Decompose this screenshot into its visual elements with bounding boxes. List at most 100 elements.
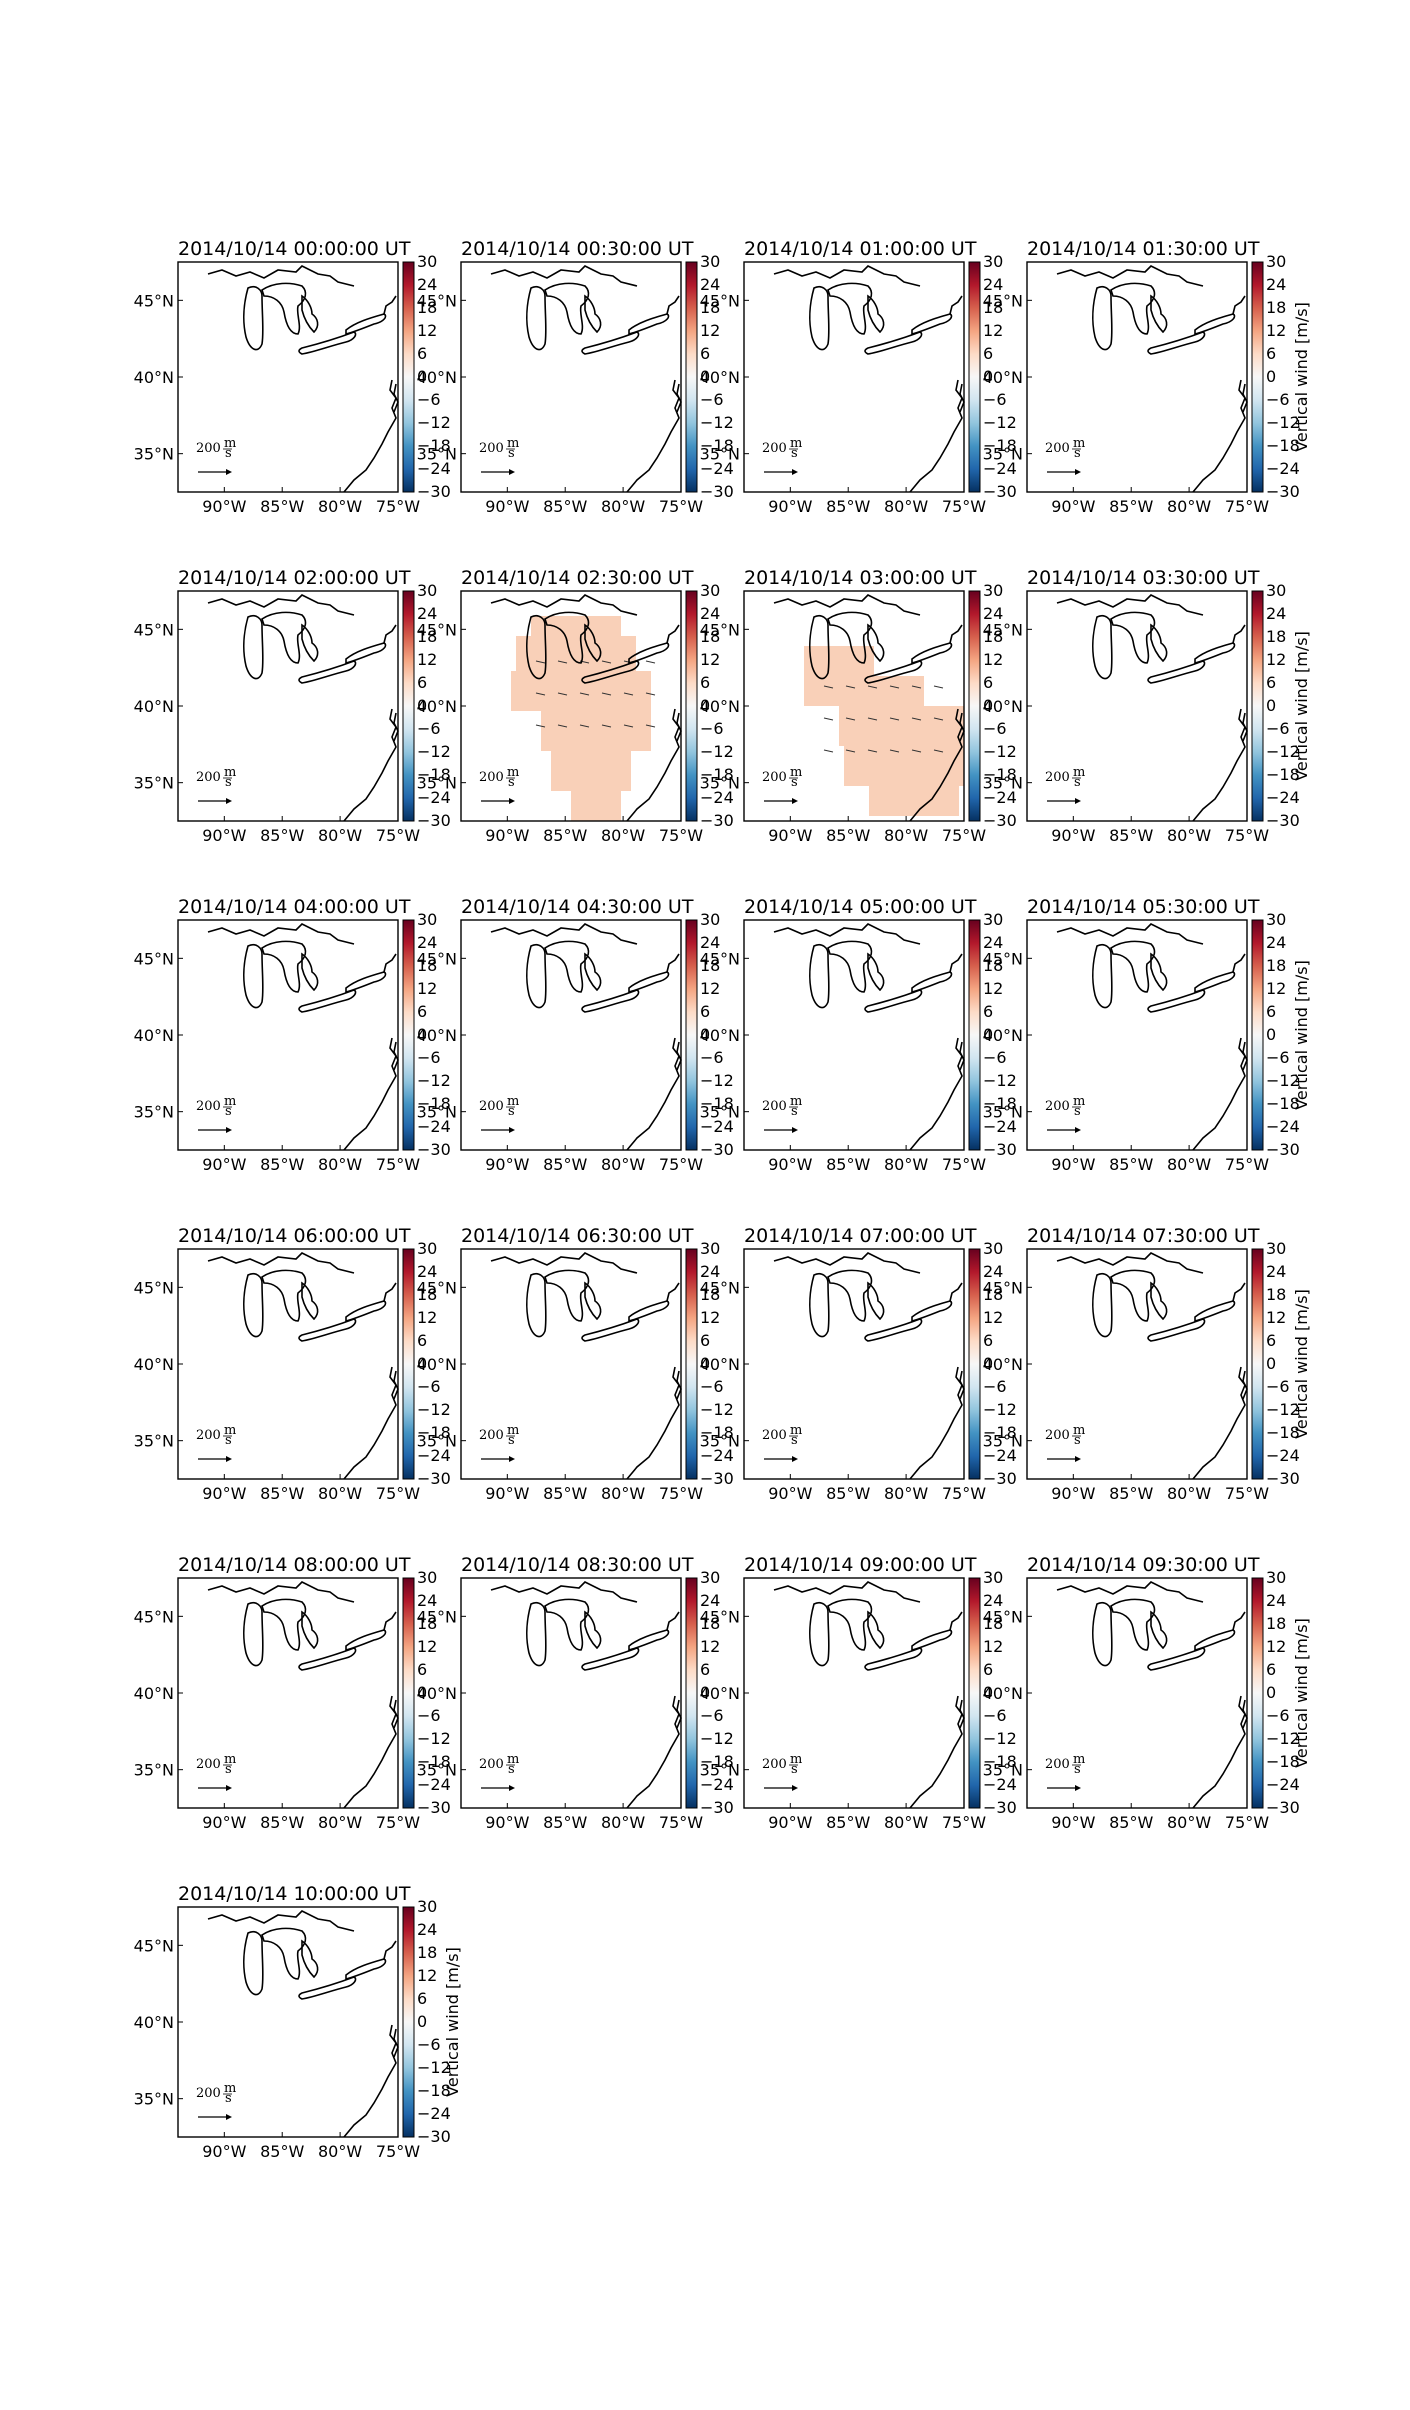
colorbar-tick-label: 6 [417,1989,427,2008]
colorbar-tick-label: 0 [700,1683,710,1702]
coastline-path [628,642,670,665]
colorbar-label: Vertical wind [m/s] [1292,302,1311,452]
coastline-path [261,1598,307,1651]
colorbar-tick-label: −30 [1266,1140,1300,1159]
lon-tick-label: 75°W [1225,826,1269,845]
colorbar-tick-label: 12 [983,650,1003,669]
colorbar-tick-label: 24 [417,275,437,294]
colorbar-label: Vertical wind [m/s] [1292,960,1311,1110]
coastline-path [301,1610,319,1650]
map-frame [743,1577,965,1809]
colorbar-tick-label: 6 [417,344,427,363]
coastline-path [261,1927,307,1980]
colorbar-tick-label: −18 [700,436,734,455]
colorbar-tick-label: −6 [700,390,724,409]
colorbar-tick-label: 0 [417,696,427,715]
colorbar-tick-label: −24 [1266,1446,1300,1465]
lon-tick-label: 80°W [318,1155,362,1174]
map-panel: 2014/10/14 02:30:00 UT 200 m s 90°W 85°W 80°W 7… [401,561,734,865]
colorbar-tick-label: −12 [417,413,451,432]
lat-tick-label: 45°N [417,1278,457,1297]
colorbar: 30 24 18 12 6 0 −6 −12 −18 −24 −30 [402,1239,451,1488]
colorbar-tick-label: 12 [700,1637,720,1656]
lat-tick-label: 35°N [700,1103,740,1122]
panel-title: 2014/10/14 09:00:00 UT [744,1554,977,1576]
colorbar: 30 24 18 12 6 0 −6 −12 −18 −24 −30 [968,581,1017,830]
colorbar-tick-label: −30 [1266,811,1300,830]
panel-title: 2014/10/14 06:00:00 UT [178,1225,411,1247]
colorbar-tick-label: −12 [700,1071,734,1090]
colorbar-tick-label: −6 [417,1377,441,1396]
lon-tick-label: 80°W [601,1155,645,1174]
lat-tick-label: 40°N [700,697,740,716]
colorbar-tick-label: 12 [700,650,720,669]
colorbar-tick-label: 0 [983,1354,993,1373]
coastline-path [298,331,357,355]
colorbar: 30 24 18 12 6 0 −6 −12 −18 −24 −30 [968,1568,1017,1817]
colorbar-tick-label: −6 [417,719,441,738]
coastline-path [809,614,830,680]
coastline-path [773,265,921,287]
coastline-path [1056,594,1204,616]
coastline-path [584,1610,602,1650]
colorbar-tick-label: 12 [983,321,1003,340]
colorbar-tick-label: −12 [983,742,1017,761]
colorbar-tick-label: −18 [983,436,1017,455]
wind-field-region [511,616,656,821]
coastline-path [911,313,953,336]
coastline-path [809,1601,830,1667]
coastline-path [343,708,397,822]
coastline-path [959,712,965,742]
quiver-key-unit-denominator: s [1074,775,1081,790]
colorbar-tick-label: −24 [1266,788,1300,807]
coastline-path [1092,1601,1113,1667]
colorbar-tick-label: −30 [983,1140,1017,1159]
colorbar-gradient [685,261,698,493]
quiver-key-unit-denominator: s [225,1433,232,1448]
coastline-path [666,1282,680,1302]
colorbar-tick-label: 12 [700,321,720,340]
quiver-key-unit-denominator: s [508,1104,515,1119]
coastline-path [298,1647,357,1671]
lat-tick-label: 40°N [417,697,457,716]
lat-tick-label: 35°N [417,774,457,793]
coastline-path [584,623,602,663]
coastline-layer [1056,594,1248,822]
quiver-key-unit-numerator: m [790,1094,802,1109]
coastline-path [207,1252,355,1274]
coastline-path [1110,611,1156,664]
coastline-path [298,1318,357,1342]
lon-tick-label: 80°W [318,1813,362,1832]
coastline-path [345,971,387,994]
quiver-key-unit-numerator: m [1073,436,1085,451]
colorbar: 30 24 18 12 6 0 −6 −12 −18 −24 −30 [685,910,734,1159]
colorbar-tick-label: −24 [417,788,451,807]
colorbar-tick-label: −18 [1266,765,1300,784]
colorbar-tick-label: −18 [700,1423,734,1442]
quiver-key: 200 ms [479,1423,519,1462]
lon-tick-label: 90°W [485,1813,529,1832]
coastline-path [298,1976,357,2000]
lon-tick-label: 90°W [485,1155,529,1174]
lon-tick-label: 85°W [260,1484,304,1503]
coastline-layer [773,1581,965,1809]
coastline-path [261,940,307,993]
coastline-path [207,923,355,945]
colorbar-tick-label: −18 [983,1094,1017,1113]
map-panel-svg: 2014/10/14 02:30:00 UT 200 ms 90°W 85°W 80°W 7… [417,567,734,845]
quiver-key: 200 ms [1045,765,1085,804]
panel-title: 2014/10/14 06:30:00 UT [461,1225,694,1247]
lon-tick-label: 75°W [376,826,420,845]
colorbar-tick-label: −30 [700,811,734,830]
colorbar-gradient [402,1248,415,1480]
quiver-key-unit-numerator: m [1073,765,1085,780]
lon-tick-label: 80°W [884,1484,928,1503]
colorbar-tick-label: 24 [1266,604,1286,623]
lon-tick-label: 90°W [768,497,812,516]
colorbar: 30 24 18 12 6 0 −6 −12 −18 −24 −30 [968,1239,1017,1488]
colorbar-label: Vertical wind [m/s] [1292,1289,1311,1439]
colorbar-tick-label: 6 [983,1660,993,1679]
coastline-path [301,1939,319,1979]
coastline-path [526,285,547,351]
lon-tick-label: 80°W [884,1813,928,1832]
